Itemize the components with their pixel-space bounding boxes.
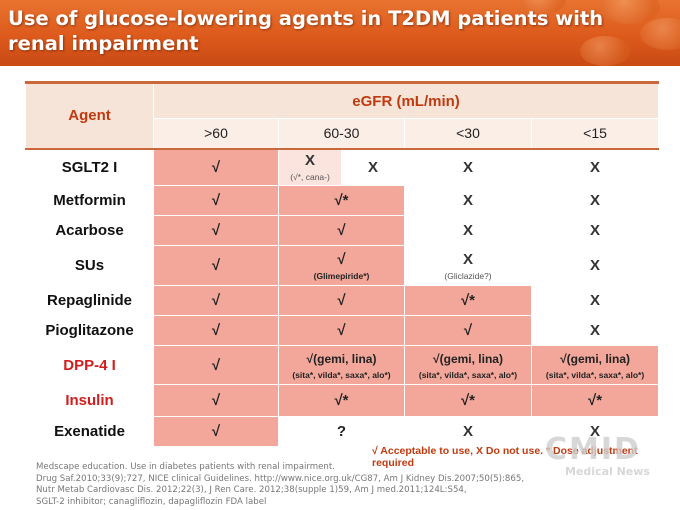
table-cell: X xyxy=(530,215,660,246)
egfr-header: eGFR (mL/min) xyxy=(152,81,660,119)
cell-note: (sita*, vilda*, saxa*, alo*) xyxy=(545,370,645,380)
table-cell: √(gemi, lina) (sita*, vilda*, saxa*, alo… xyxy=(530,345,660,385)
egfr-column-header: 60-30 xyxy=(278,118,405,150)
table-cell: √ xyxy=(153,285,279,316)
table-cell: X xyxy=(404,148,532,186)
table-cell: X xyxy=(530,148,660,186)
title-banner: Use of glucose-lowering agents in T2DM p… xyxy=(0,0,680,66)
renal-dosing-table: Agent eGFR (mL/min) >60 60-30 <30 <15 SG… xyxy=(25,81,660,447)
cell-note: (Gliclazide?) xyxy=(444,270,492,281)
table-cell: √ xyxy=(153,215,279,246)
table-cell: X xyxy=(404,416,532,447)
table-cell: X xyxy=(341,148,405,186)
table-cell: √* xyxy=(278,384,405,417)
legend-footnote: √ Acceptable to use, X Do not use. * Dos… xyxy=(372,445,638,469)
cell-value: √(gemi, lina) xyxy=(433,352,503,366)
table-cell: √ xyxy=(278,215,405,246)
table-row: Pioglitazone √ √ √ X xyxy=(25,315,660,346)
egfr-column-header: <15 xyxy=(530,118,660,150)
page-title: Use of glucose-lowering agents in T2DM p… xyxy=(8,7,604,55)
table-cell: √* xyxy=(404,384,532,417)
agent-name: SGLT2 I xyxy=(25,148,154,186)
cell-value: X xyxy=(462,250,473,268)
watermark-logo: CMID Medical News xyxy=(545,432,650,478)
table-cell: √(gemi, lina) (sita*, vilda*, saxa*, alo… xyxy=(278,345,405,385)
table-row: Insulin √ √* √* √* xyxy=(25,384,660,417)
table-cell: X (√*, cana-) xyxy=(278,148,342,186)
agent-name: Exenatide xyxy=(25,416,154,447)
table-cell: √ xyxy=(153,315,279,346)
cell-value: √ xyxy=(337,250,346,268)
pill-decoration xyxy=(580,36,630,66)
agent-name: Repaglinide xyxy=(25,285,154,316)
egfr-column-header: >60 xyxy=(153,118,279,150)
table-cell: √ xyxy=(153,245,279,286)
cell-note: (sita*, vilda*, saxa*, alo*) xyxy=(418,370,518,380)
table-cell: √* xyxy=(278,185,405,216)
table-row: Metformin √ √* X X xyxy=(25,185,660,216)
table-cell: √ xyxy=(153,148,279,186)
table-cell: √ xyxy=(153,416,279,447)
pill-decoration xyxy=(520,0,566,14)
table-cell: X xyxy=(404,185,532,216)
cell-value: X xyxy=(304,152,315,170)
table-row: DPP-4 I √ √(gemi, lina) (sita*, vilda*, … xyxy=(25,345,660,385)
source-line: Medscape education. Use in diabetes pati… xyxy=(36,462,335,472)
agent-name: Insulin xyxy=(25,384,154,417)
table-cell: X xyxy=(530,315,660,346)
table-cell: √ xyxy=(278,285,405,316)
table-cell: √ xyxy=(153,384,279,417)
watermark-subtext: Medical News xyxy=(565,465,650,478)
cell-note: (Glimepiride*) xyxy=(313,270,370,281)
table-row: Repaglinide √ √ √* X xyxy=(25,285,660,316)
watermark-text: CMID xyxy=(545,432,641,467)
agent-name: Acarbose xyxy=(25,215,154,246)
table-cell: √* xyxy=(530,384,660,417)
table-cell: X xyxy=(404,215,532,246)
header-row: Agent eGFR (mL/min) xyxy=(25,81,660,150)
table-cell: X xyxy=(530,245,660,286)
pill-decoration xyxy=(640,18,680,50)
table-cell: ? xyxy=(278,416,405,447)
agent-name: Metformin xyxy=(25,185,154,216)
table-cell: X xyxy=(530,416,660,447)
source-references: Medscape education. Use in diabetes pati… xyxy=(36,462,556,508)
table-cell: √ xyxy=(278,315,405,346)
cell-value: √(gemi, lina) xyxy=(306,352,377,366)
agent-header: Agent xyxy=(25,81,154,150)
table-cell: √ xyxy=(153,185,279,216)
table-row: SUs √ √ (Glimepiride*) X (Gliclazide?) X xyxy=(25,245,660,286)
table-cell: X xyxy=(530,285,660,316)
table-cell: √ (Glimepiride*) xyxy=(278,245,405,286)
source-line: SGLT-2 inhibitor; canagliflozin, dapagli… xyxy=(36,496,267,507)
renal-dosing-table-container: Agent eGFR (mL/min) >60 60-30 <30 <15 SG… xyxy=(25,81,660,447)
table-cell: √ xyxy=(153,345,279,385)
cell-value: √(gemi, lina) xyxy=(560,352,630,366)
table-cell: X (Gliclazide?) xyxy=(404,245,532,286)
agent-name: Pioglitazone xyxy=(25,315,154,346)
table-cell: √* xyxy=(404,285,532,316)
source-line: Nutr Metab Cardiovasc Dis. 2012;22(3), J… xyxy=(36,485,467,495)
table-row: SGLT2 I √ X (√*, cana-) X X X xyxy=(25,148,660,186)
table-cell: √ xyxy=(404,315,532,346)
source-line: Drug Saf.2010;33(9);727, NICE clinical G… xyxy=(36,473,525,484)
agent-name: DPP-4 I xyxy=(25,345,154,385)
cell-note: (√*, cana-) xyxy=(290,172,330,183)
table-row: Exenatide √ ? X X xyxy=(25,416,660,447)
egfr-columns-row: >60 60-30 <30 <15 xyxy=(26,118,660,150)
table-cell: X xyxy=(530,185,660,216)
cell-note: (sita*, vilda*, saxa*, alo*) xyxy=(292,370,391,380)
table-row: Acarbose √ √ X X xyxy=(25,215,660,246)
agent-name: SUs xyxy=(25,245,154,286)
egfr-column-header: <30 xyxy=(404,118,532,150)
table-cell: √(gemi, lina) (sita*, vilda*, saxa*, alo… xyxy=(404,345,532,385)
